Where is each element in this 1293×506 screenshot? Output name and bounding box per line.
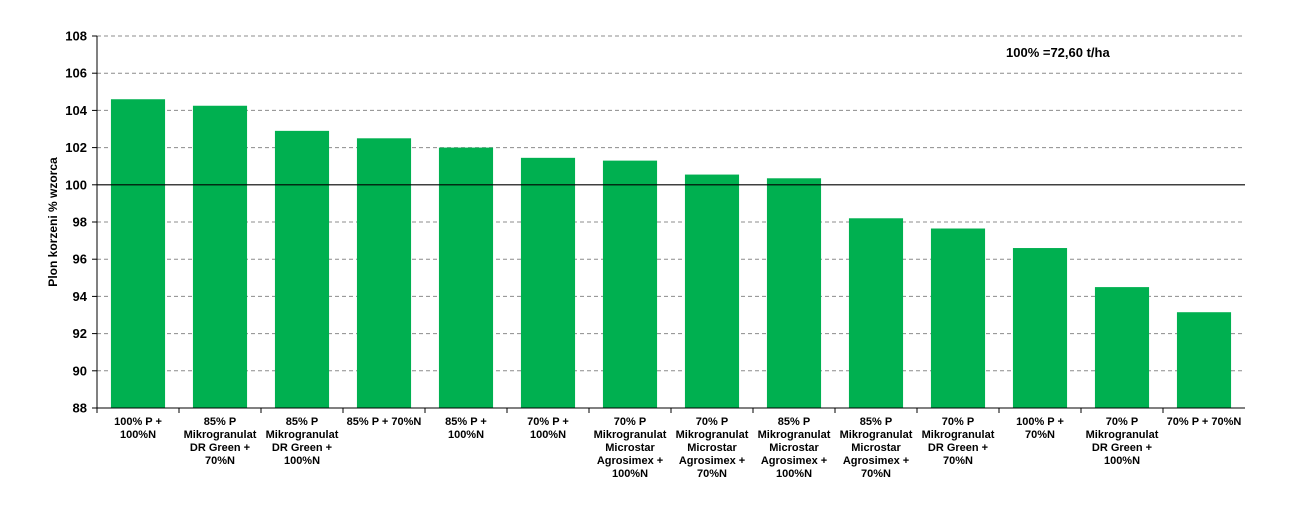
y-tick-label: 90	[73, 363, 87, 378]
bar	[930, 228, 986, 408]
x-category-label-line: DR Green +	[272, 442, 332, 454]
bar	[602, 160, 658, 408]
x-category-label-line: 100%N	[1104, 455, 1140, 467]
x-category-label-line: Microstar	[687, 442, 737, 454]
x-category-label-line: Mikrogranulat	[1086, 429, 1159, 441]
bars	[110, 99, 1232, 409]
x-category-label: 85% P Mikrogranulat Microstar Agrosimex +70…	[840, 416, 913, 480]
x-category-label: 100% P +70%N	[1016, 416, 1064, 441]
x-category-label-line: 85% P +	[445, 416, 487, 428]
x-category-label: 85% P Mikrogranulat DR Green +100%N	[266, 416, 339, 467]
y-tick-label: 94	[73, 289, 88, 304]
axes	[92, 35, 1245, 413]
x-category-label-line: 100%N	[448, 429, 484, 441]
x-category-label-line: 100%N	[612, 468, 648, 480]
y-tick-label: 100	[65, 177, 87, 192]
bar	[274, 130, 330, 409]
x-category-label-line: 85% P	[860, 416, 892, 428]
x-category-label-line: Agrosimex +	[597, 455, 663, 467]
x-category-label-line: 100% P +	[114, 416, 162, 428]
bar	[1176, 312, 1232, 408]
x-category-label-line: Mikrogranulat	[266, 429, 339, 441]
x-category-label-line: 70% P	[1106, 416, 1138, 428]
x-category-label-line: Microstar	[769, 442, 819, 454]
x-category-label-line: DR Green +	[928, 442, 988, 454]
x-category-label-line: Microstar	[851, 442, 901, 454]
x-category-label: 100% P +100%N	[114, 416, 162, 441]
x-category-label-line: 70% P	[942, 416, 974, 428]
y-tick-label: 108	[65, 29, 87, 44]
x-category-label-line: 70%N	[1025, 429, 1055, 441]
x-category-label-line: 70%N	[861, 468, 891, 480]
x-category-label: 85% P Mikrogranulat DR Green +70%N	[184, 416, 257, 467]
x-category-label-line: Mikrogranulat	[758, 429, 831, 441]
bar	[848, 218, 904, 408]
total-yield-annotation: 100% =72,60 t/ha	[1006, 45, 1110, 60]
x-category-label-line: 100%N	[120, 429, 156, 441]
y-tick-label: 88	[73, 401, 87, 416]
y-tick-label: 92	[73, 326, 87, 341]
y-tick-label: 98	[73, 215, 87, 230]
x-category-label-line: 70%N	[943, 455, 973, 467]
x-category-label-line: Mikrogranulat	[922, 429, 995, 441]
x-category-label-line: 70% P +	[527, 416, 569, 428]
x-category-label: 70% P Mikrogranulat Microstar Agrosimex +70…	[676, 416, 749, 480]
y-axis-label: Plon korzeni % wzorca	[46, 157, 60, 287]
gridlines	[97, 35, 1245, 372]
x-category-label: 85% P + 70%N	[347, 416, 422, 428]
x-category-label-line: 85% P	[286, 416, 318, 428]
x-category-label: 70% P Mikrogranulat Microstar Agrosimex +10…	[594, 416, 667, 480]
x-category-labels: 100% P +100%N85% P Mikrogranulat DR Green …	[114, 416, 1241, 480]
x-category-label-line: Microstar	[605, 442, 655, 454]
x-category-label-line: Mikrogranulat	[594, 429, 667, 441]
x-category-label-line: Mikrogranulat	[840, 429, 913, 441]
x-category-label-line: Agrosimex +	[843, 455, 909, 467]
x-category-label-line: Agrosimex +	[761, 455, 827, 467]
bar	[684, 174, 740, 408]
bar	[1094, 287, 1150, 408]
bar	[438, 147, 494, 408]
x-category-label-line: Mikrogranulat	[184, 429, 257, 441]
x-category-label-line: DR Green +	[1092, 442, 1152, 454]
bar	[1012, 248, 1068, 408]
x-category-label: 70% P Mikrogranulat DR Green +70%N	[922, 416, 995, 467]
bar	[520, 157, 576, 408]
x-category-label-line: 70%N	[205, 455, 235, 467]
x-category-label-line: 85% P	[204, 416, 236, 428]
y-tick-label: 102	[65, 140, 87, 155]
x-category-label: 70% P + 70%N	[1167, 416, 1242, 428]
x-category-label-line: 85% P + 70%N	[347, 416, 422, 428]
y-tick-label: 106	[65, 66, 87, 81]
x-category-label-line: 100%N	[776, 468, 812, 480]
bar	[110, 99, 166, 409]
x-category-label-line: 70%N	[697, 468, 727, 480]
x-category-label-line: 70% P	[614, 416, 646, 428]
x-category-label: 70% P +100%N	[527, 416, 569, 441]
y-tick-labels: 108 106 104 102 100 98 96 94 92 90 88	[65, 29, 87, 416]
bar	[356, 138, 412, 409]
y-tick-label: 104	[65, 103, 87, 118]
x-category-label-line: 100%N	[284, 455, 320, 467]
x-category-label-line: 70% P + 70%N	[1167, 416, 1242, 428]
x-category-label-line: 70% P	[696, 416, 728, 428]
y-tick-label: 96	[73, 252, 87, 267]
bar	[192, 105, 248, 408]
x-category-label-line: DR Green +	[190, 442, 250, 454]
bar	[766, 178, 822, 408]
x-category-label: 85% P Mikrogranulat Microstar Agrosimex +10…	[758, 416, 831, 480]
x-category-label-line: Mikrogranulat	[676, 429, 749, 441]
x-category-label-line: 100% P +	[1016, 416, 1064, 428]
x-category-label-line: 100%N	[530, 429, 566, 441]
x-category-label-line: Agrosimex +	[679, 455, 745, 467]
x-category-label: 70% P Mikrogranulat DR Green +100%N	[1086, 416, 1159, 467]
x-category-label-line: 85% P	[778, 416, 810, 428]
x-category-label: 85% P +100%N	[445, 416, 487, 441]
